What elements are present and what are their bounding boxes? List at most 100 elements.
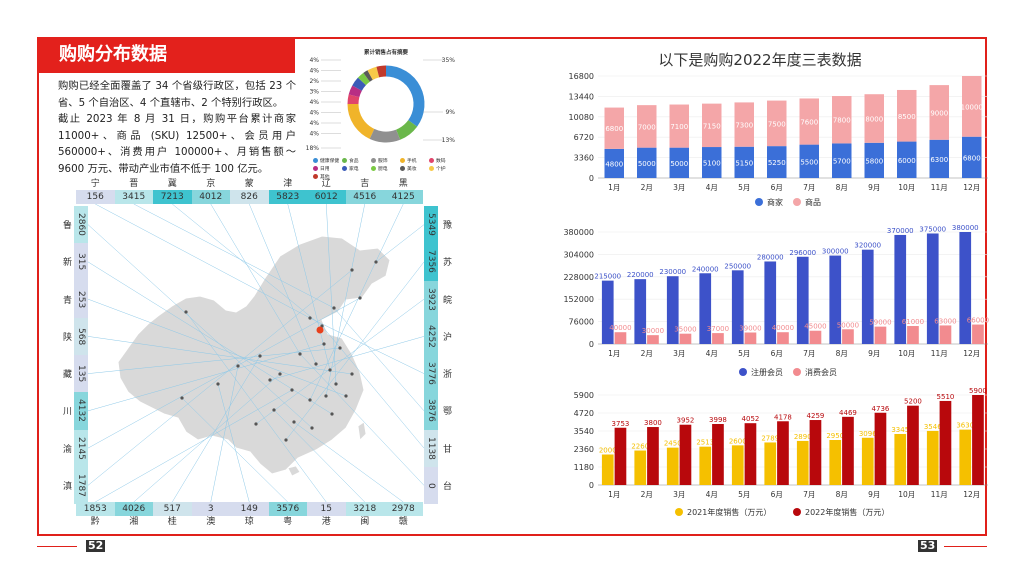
page-rule-right xyxy=(944,546,987,547)
map-top-province-label: 冀 xyxy=(167,179,177,189)
bar-merchants xyxy=(832,143,852,178)
donut-left-label: 2% xyxy=(309,78,319,85)
bar-series-2 xyxy=(809,420,822,485)
x-tick-label: 12月 xyxy=(963,349,980,358)
y-tick-label: 4720 xyxy=(574,409,594,418)
x-tick-label: 11月 xyxy=(931,183,948,192)
map-top-province-label: 蒙 xyxy=(244,179,254,189)
bar-merchants xyxy=(864,142,884,178)
bar-series-2 xyxy=(777,332,789,344)
donut-right-label: 35% xyxy=(442,57,456,64)
bar-value-label: 7300 xyxy=(735,122,753,130)
map-city-dot xyxy=(328,368,332,372)
bar-value-label: 7150 xyxy=(703,122,721,130)
donut-right-label: 9% xyxy=(445,109,455,116)
map-left-province-label: 青 xyxy=(61,294,71,304)
map-right-value-cell: 3776 xyxy=(424,355,438,393)
map-right-province-label: 浙 xyxy=(441,369,451,379)
chart-legend: 2021年度销售（万元） 2022年度销售（万元） xyxy=(675,507,889,517)
donut-legend-label: 日用 xyxy=(320,167,330,172)
legend-dot-icon xyxy=(675,508,683,516)
map-leader-line xyxy=(172,355,261,503)
bar-series-2 xyxy=(679,424,692,485)
donut-left-label: 4% xyxy=(309,68,319,75)
x-tick-label: 12月 xyxy=(963,183,980,192)
legend-dot-icon xyxy=(739,368,747,376)
bar-value-label: 4800 xyxy=(605,160,623,168)
page-rule-left xyxy=(37,546,77,547)
x-tick-label: 4月 xyxy=(706,490,718,499)
legend-label: 2022年度销售（万元） xyxy=(805,507,889,517)
donut-legend-label: 个护 xyxy=(436,167,446,172)
x-tick-label: 3月 xyxy=(673,349,685,358)
map-right-value-cell: 7356 xyxy=(424,243,438,281)
map-leader-line xyxy=(87,269,353,486)
donut-legend-item: 数码 xyxy=(429,158,458,166)
donut-legend-label: 其他 xyxy=(320,175,330,180)
map-city-dot xyxy=(292,420,296,424)
y-tick-label: 10080 xyxy=(569,113,594,122)
donut-slice-10 xyxy=(376,65,387,78)
bar-value-label: 4052 xyxy=(742,415,760,423)
bar-value-label: 6000 xyxy=(898,157,916,165)
map-top-province-label: 晋 xyxy=(129,179,139,189)
map-right-province-label: 苏 xyxy=(441,257,451,267)
map-bottom-value-cell: 3576 xyxy=(268,502,307,516)
bar-value-label: 35000 xyxy=(674,326,696,334)
bar-series-2 xyxy=(939,325,952,344)
map-bottom-province-label: 湘 xyxy=(129,517,139,527)
bar-merchants xyxy=(637,147,657,178)
donut-left-label: 4% xyxy=(309,120,319,127)
map-left-province-label: 鲁 xyxy=(61,220,71,230)
bar-series-2 xyxy=(647,427,659,485)
bar-products xyxy=(637,105,657,148)
legend-dot-icon xyxy=(793,368,801,376)
bar-series-2 xyxy=(907,405,919,485)
bar-value-label: 280000 xyxy=(757,253,784,261)
bar-series-1 xyxy=(959,232,972,344)
map-bottom-value-cell: 3218 xyxy=(345,502,384,516)
map-top-value-cell: 826 xyxy=(230,190,269,204)
chart-legend: 注册会员 消费会员 xyxy=(739,367,837,377)
donut-slice-1 xyxy=(395,119,418,140)
map-city-dot xyxy=(254,422,258,426)
x-tick-label: 5月 xyxy=(738,490,750,499)
donut-slice-4 xyxy=(347,94,360,105)
map-leader-line xyxy=(333,307,425,412)
intro-paragraph-2: 截止 2023 年 8 月 31 日，购购平台累计商家 11000+、商品 (S… xyxy=(58,113,296,175)
page-number-right: 53 xyxy=(918,539,938,552)
map-bottom-value-cell: 149 xyxy=(230,502,269,516)
legend-label: 2021年度销售（万元） xyxy=(687,507,771,517)
x-tick-label: 9月 xyxy=(868,490,880,499)
hainan-island xyxy=(287,465,301,477)
legend-dot-icon xyxy=(400,158,405,163)
bar-value-label: 215000 xyxy=(594,273,621,281)
map-city-dot xyxy=(290,388,294,392)
y-tick-label: 6720 xyxy=(574,133,594,142)
bar-series-2 xyxy=(712,424,724,485)
bar-series-1 xyxy=(699,273,712,344)
map-top-value-cell: 4125 xyxy=(384,190,423,204)
bar-series-1 xyxy=(601,454,614,485)
map-top-province-label: 宁 xyxy=(90,179,100,189)
donut-left-label: 3% xyxy=(309,89,319,96)
map-city-dot xyxy=(272,408,276,412)
x-tick-label: 8月 xyxy=(836,490,848,499)
x-tick-label: 10月 xyxy=(898,490,915,499)
map-city-dot xyxy=(308,316,312,320)
donut-legend-label: 美妆 xyxy=(407,167,417,172)
map-leader-line xyxy=(299,353,425,486)
map-right-value-cell: 4252 xyxy=(424,317,438,355)
bar-value-label: 2789 xyxy=(761,434,779,442)
beijing-marker xyxy=(316,326,324,334)
map-leader-line xyxy=(321,325,425,449)
map-bottom-province-label: 赣 xyxy=(398,517,408,527)
donut-slice-5 xyxy=(348,85,362,98)
donut-left-label: 4% xyxy=(309,57,319,64)
legend-dot-icon xyxy=(342,158,347,163)
donut-legend-item: 美妆 xyxy=(400,166,429,174)
bar-series-1 xyxy=(796,440,809,485)
map-leader-line xyxy=(375,224,425,263)
map-top-province-label: 黑 xyxy=(398,179,408,189)
bar-value-label: 30000 xyxy=(642,327,664,335)
